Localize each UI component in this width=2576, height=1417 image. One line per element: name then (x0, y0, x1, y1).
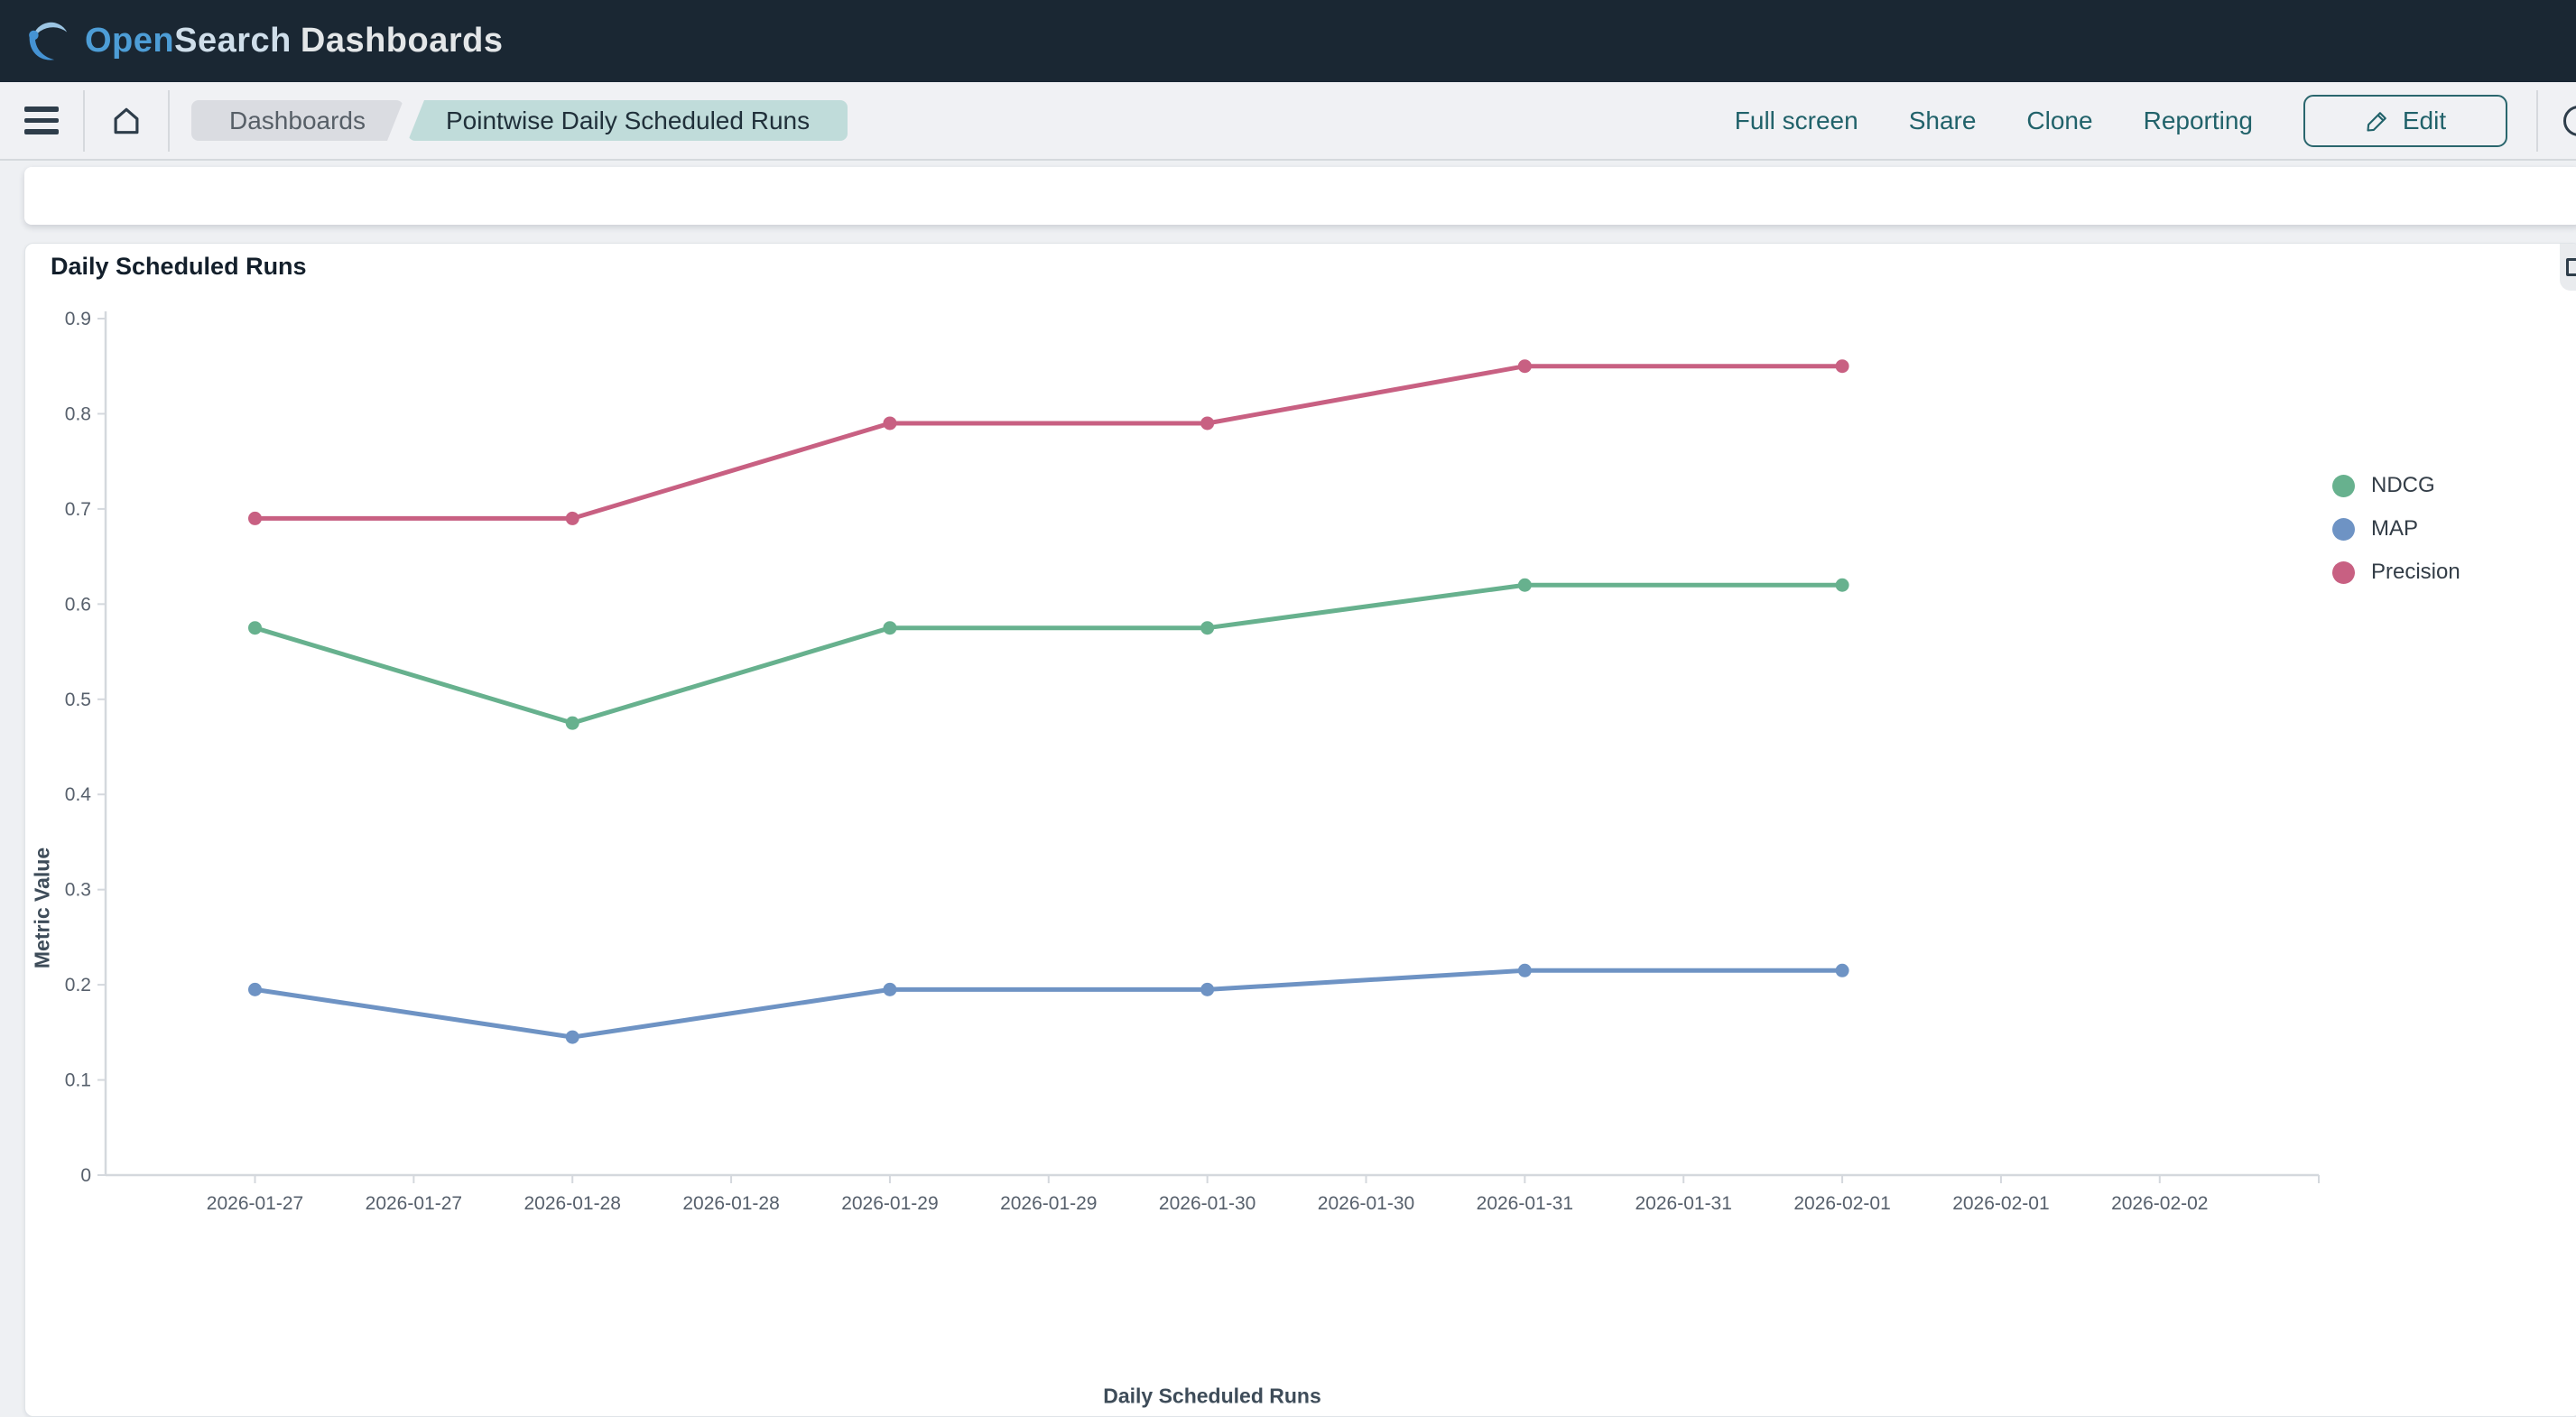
x-axis-title: Daily Scheduled Runs (1103, 1384, 1321, 1408)
breadcrumb-link[interactable]: Dashboards (191, 100, 403, 141)
opensearch-logo[interactable]: OpenSearch Dashboards (23, 16, 504, 67)
divider (168, 89, 170, 152)
legend-label: MAP (2371, 516, 2419, 541)
panel-title: Daily Scheduled Runs (51, 253, 307, 280)
legend-label: NDCG (2371, 473, 2435, 497)
legend-item-ndcg[interactable]: NDCG (2332, 464, 2460, 507)
y-axis-title: Metric Value (30, 847, 54, 969)
menu-icon (24, 107, 59, 134)
nav-link-reporting[interactable]: Reporting (2143, 106, 2253, 134)
panel-action-button[interactable] (2560, 244, 2576, 291)
edit-button[interactable]: Edit (2303, 94, 2507, 147)
nav-bar: Dashboards Pointwise Daily Scheduled Runs… (0, 82, 2576, 161)
chart-panel: Daily Scheduled Runs (24, 243, 2576, 1417)
chart-legend: NDCG MAP Precision (2332, 464, 2460, 594)
home-button[interactable] (85, 82, 168, 159)
clock-icon[interactable] (2563, 105, 2576, 136)
opensearch-logo-icon (29, 22, 68, 60)
legend-dot (2332, 560, 2355, 584)
nav-link-full-screen[interactable]: Full screen (1734, 106, 1858, 134)
divider (2536, 89, 2538, 152)
logo-text: OpenSearch Dashboards (85, 22, 504, 60)
breadcrumb-current[interactable]: Pointwise Daily Scheduled Runs (407, 100, 848, 141)
nav-link-clone[interactable]: Clone (2026, 106, 2093, 134)
legend-item-map[interactable]: MAP (2332, 507, 2460, 551)
breadcrumb: Dashboards Pointwise Daily Scheduled Runs (191, 100, 848, 141)
app-header: OpenSearch Dashboards (0, 0, 2576, 82)
dashboard-page: Daily Scheduled Runs NDCG MAP Precision Me… (0, 162, 2576, 1417)
nav-link-share[interactable]: Share (1908, 106, 1977, 134)
home-icon (114, 107, 139, 134)
legend-item-precision[interactable]: Precision (2332, 551, 2460, 594)
legend-label: Precision (2371, 560, 2460, 584)
edit-button-label: Edit (2402, 106, 2447, 134)
nav-actions: Full screen Share Clone Reporting Edit (1735, 82, 2576, 159)
query-bar-panel (24, 167, 2576, 225)
panel-box-icon (2566, 258, 2576, 276)
pencil-icon (2367, 111, 2386, 132)
legend-dot (2332, 474, 2355, 497)
legend-dot (2332, 517, 2355, 541)
nav-links: Full screen Share Clone Reporting (1735, 107, 2303, 135)
menu-button[interactable] (0, 82, 83, 159)
divider (83, 89, 85, 152)
